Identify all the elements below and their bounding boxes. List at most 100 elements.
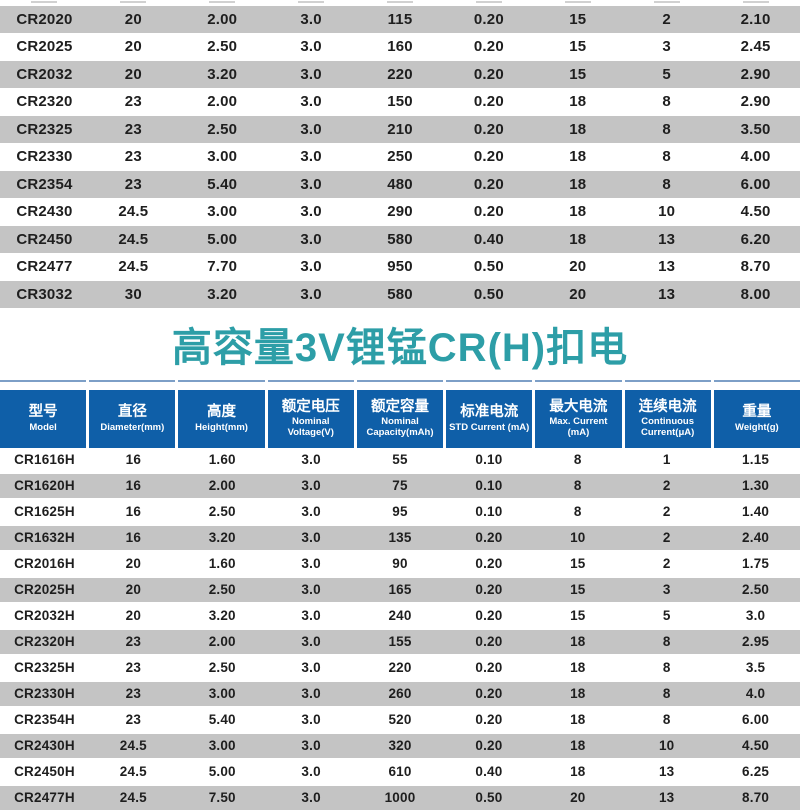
table-cell: 2.50 (207, 38, 238, 56)
header-label-zh: 高度 (207, 404, 237, 421)
table-cell: 23 (125, 634, 142, 649)
table-cell: 7.70 (207, 258, 238, 276)
table-cell: 15 (570, 582, 586, 597)
table-cell: CR2032 (16, 65, 73, 83)
table-cell: CR2016H (14, 556, 75, 571)
table-cell: CR2320H (14, 634, 75, 649)
table-cell: 520 (388, 712, 412, 727)
table-row: CR2354 23 5.40 3.0 480 0.20 18 8 6.00 (0, 171, 800, 199)
table-row: CR2025 20 2.50 3.0 160 0.20 15 3 2.45 (0, 34, 800, 61)
table-cell: CR2477 (16, 258, 73, 276)
table-row: CR2354H 23 5.40 3.0 520 0.20 18 8 6.00 (0, 708, 800, 734)
table-cell: 240 (388, 608, 412, 623)
table-cell: 220 (388, 660, 412, 675)
table-cell: CR1620H (14, 478, 75, 493)
clipped-row-fragment (0, 0, 800, 6)
table-cell: CR2477H (14, 790, 75, 805)
table-cell: 580 (387, 230, 413, 248)
high-capacity-cr-table: CR1616H 16 1.60 3.0 55 0.10 8 1 1.15 CR1620H 16 2.0… (0, 448, 800, 812)
table-cell: 8 (573, 478, 582, 493)
table-cell: CR1625H (14, 504, 75, 519)
table-row: CR2025H 20 2.50 3.0 165 0.20 15 3 2.50 (0, 577, 800, 604)
table-cell: 23 (124, 148, 142, 166)
table-cell: 15 (569, 65, 587, 83)
table-cell: 2.50 (207, 120, 238, 138)
table-cell: 4.0 (745, 686, 766, 701)
table-cell: 0.20 (473, 175, 504, 193)
table-cell: 10 (658, 203, 676, 221)
header-label-zh: 标准电流 (460, 404, 519, 421)
table-cell: 2.50 (208, 582, 236, 597)
section-title-wrap: 高容量3V锂锰CR(H)扣电 (0, 309, 800, 380)
table-cell: 3.0 (300, 10, 322, 28)
table-cell: 160 (387, 38, 413, 56)
table-cell: 8.70 (742, 790, 770, 805)
table-cell: 15 (570, 556, 586, 571)
table-cell: 2 (662, 10, 671, 28)
table-cell: 8.00 (740, 285, 771, 303)
header-cell: 型号 Model (0, 389, 87, 448)
table-cell: 3.0 (300, 148, 322, 166)
table-cell: 8 (573, 504, 582, 519)
table-row: CR2477H 24.5 7.50 3.0 1000 0.50 20 13 8.70 (0, 785, 800, 812)
table-cell: 24.5 (119, 790, 147, 805)
table-cell: 20 (569, 285, 587, 303)
table-cell: 3.0 (301, 608, 321, 623)
table-row: CR2320H 23 2.00 3.0 155 0.20 18 8 2.95 (0, 629, 800, 656)
table-cell: 16 (125, 504, 142, 519)
table-cell: 6.00 (740, 175, 771, 193)
table-cell: 13 (658, 790, 675, 805)
table-cell: 18 (570, 634, 586, 649)
table-cell: CR2330H (14, 686, 75, 701)
table-cell: 0.20 (475, 530, 503, 545)
table-cell: 115 (387, 10, 413, 28)
table-cell: CR2450H (14, 764, 75, 779)
header-label-en: STD Current (mA) (449, 421, 530, 433)
table-cell: 13 (658, 258, 676, 276)
table-cell: 3.0 (301, 738, 321, 753)
table-cell: CR2325 (16, 120, 73, 138)
table-cell: 1.60 (208, 556, 236, 571)
table-cell: 18 (569, 175, 587, 193)
table-cell: 1000 (384, 790, 416, 805)
table-cell: 2 (662, 556, 671, 571)
table-cell: 5 (662, 65, 671, 83)
table-cell: 16 (125, 478, 142, 493)
table-cell: 3.00 (208, 738, 236, 753)
header-cell: 高度 Height(mm) (178, 389, 265, 448)
header-cell: 连续电流 Continuous Current(μA) (624, 389, 711, 448)
table-cell: 3.20 (208, 608, 236, 623)
table-cell: 3.00 (207, 148, 238, 166)
table-cell: 18 (569, 120, 587, 138)
table-row: CR2020 20 2.00 3.0 115 0.20 15 2 2.10 (0, 6, 800, 34)
table-cell: 0.20 (475, 608, 503, 623)
table-cell: 3.00 (208, 686, 236, 701)
header-cell: 重量 Weight(g) (713, 389, 800, 448)
table-cell: 8 (662, 660, 671, 675)
table-cell: 4.50 (742, 738, 770, 753)
table-cell: 6.20 (740, 230, 771, 248)
table-cell: 580 (387, 285, 413, 303)
table-cell: 3.5 (745, 660, 766, 675)
table-cell: 20 (125, 556, 142, 571)
table-cell: 3.0 (300, 38, 322, 56)
table-cell: 0.10 (475, 478, 503, 493)
table-cell: 2.45 (740, 38, 771, 56)
table-cell: 3.0 (745, 608, 766, 623)
table-cell: 10 (658, 738, 675, 753)
table-cell: 8 (662, 634, 671, 649)
table-cell: 950 (387, 258, 413, 276)
table-cell: 5.40 (208, 712, 236, 727)
table-cell: 0.20 (475, 634, 503, 649)
table-cell: 0.20 (475, 582, 503, 597)
table-cell: 3.0 (300, 93, 322, 111)
table-row: CR1620H 16 2.00 3.0 75 0.10 8 2 1.30 (0, 473, 800, 500)
table-cell: 0.20 (473, 10, 504, 28)
table-cell: CR1632H (14, 530, 75, 545)
table-cell: 8 (662, 93, 671, 111)
table-row: CR2330 23 3.00 3.0 250 0.20 18 8 4.00 (0, 144, 800, 171)
table-cell: 13 (658, 285, 676, 303)
table-cell: 75 (392, 478, 408, 493)
table-cell: 0.20 (475, 556, 503, 571)
table-cell: 2.90 (740, 93, 771, 111)
